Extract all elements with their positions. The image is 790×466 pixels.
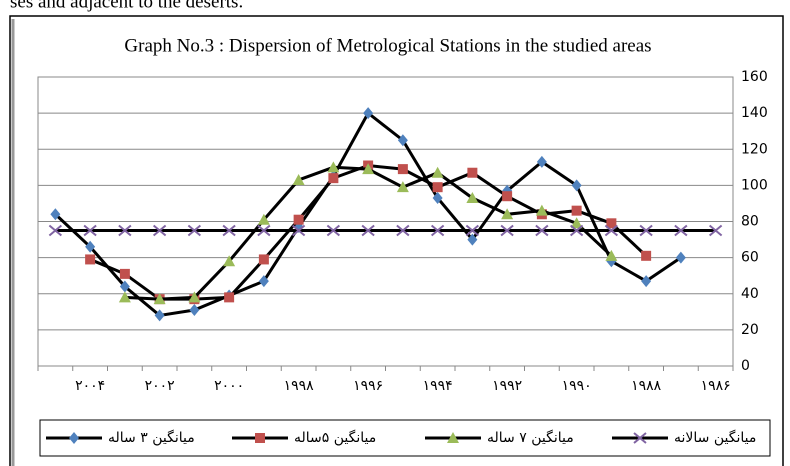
marker [674,224,688,237]
marker [397,164,408,175]
y-tick-label: 0 [741,358,750,374]
y-tick-label: 20 [741,322,759,338]
x-tick-label: ۲۰۰۲ [145,378,175,394]
legend-label: میانگین ۷ ساله [487,429,574,446]
marker [362,163,375,175]
marker [85,240,96,253]
marker [187,224,202,237]
marker [258,254,269,265]
x-tick-label: ۱۹۹۲ [492,378,522,394]
marker [535,204,548,216]
marker [501,208,514,220]
marker [605,249,618,261]
marker [224,292,235,303]
x-tick-label: ۱۹۸۶ [701,378,731,394]
marker [152,224,167,237]
marker [500,224,514,237]
x-tick-label: ۲۰۰۰ [214,378,244,394]
marker [430,224,445,237]
chart-frame [9,15,784,466]
marker [327,161,340,173]
marker [571,179,582,192]
y-tick-label: 160 [741,69,768,85]
marker [431,166,444,178]
x-tick-label: ۱۹۸۸ [631,378,662,394]
marker [606,218,617,229]
x-tick-label: ۲۰۰۴ [75,378,105,394]
header-text: ses and adjacent to the deserts. [10,0,243,12]
marker [292,173,305,185]
marker [50,208,61,221]
marker [465,224,480,237]
marker [119,280,130,293]
marker [258,275,269,288]
marker [257,224,271,237]
marker [466,192,479,204]
marker [396,181,409,193]
y-tick-label: 60 [741,250,759,266]
marker [396,224,410,237]
y-tick-label: 100 [741,177,768,193]
marker [432,192,443,205]
marker [118,291,131,303]
y-tick-label: 140 [741,105,768,121]
marker [48,224,63,237]
marker [571,205,582,216]
marker [570,217,583,229]
x-tick-label: ۱۹۹۶ [353,378,383,394]
legend-label: میانگین ۳ ساله [108,429,195,446]
marker [361,224,375,237]
marker [154,309,165,322]
marker [222,224,236,237]
marker [83,224,97,237]
marker [467,167,478,178]
marker [257,213,270,225]
legend-label: میانگین سالانه [674,429,756,446]
marker [675,251,686,264]
chart-title: Graph No.3 : Dispersion of Metrological … [124,35,651,56]
marker [188,291,201,303]
marker [502,191,513,202]
marker [447,432,459,443]
marker [189,304,200,317]
x-tick-label: ۱۹۹۰ [562,378,592,394]
marker [293,214,304,225]
marker [118,224,132,237]
marker [291,224,306,237]
x-tick-label: ۱۹۹۴ [423,378,453,394]
marker [328,173,339,184]
marker [708,224,723,237]
marker [432,182,443,193]
marker [639,224,653,237]
x-tick-label: ۱۹۹۸ [284,378,315,394]
marker [467,233,478,246]
marker [569,224,584,237]
y-tick-label: 120 [741,141,768,157]
marker [536,155,547,168]
y-tick-label: 40 [741,286,759,302]
marker [119,268,130,279]
marker [85,254,96,265]
marker [69,432,79,444]
marker [397,134,408,147]
marker [641,275,652,288]
marker [535,224,549,237]
marker [223,255,236,267]
marker [255,433,265,443]
y-tick-label: 80 [741,214,759,230]
marker [363,107,374,120]
marker [641,250,652,261]
marker [633,432,647,444]
marker [326,224,341,237]
marker [604,224,619,237]
marker [606,255,617,268]
legend-label: میانگین ۵ساله [294,429,376,446]
marker [153,293,166,305]
